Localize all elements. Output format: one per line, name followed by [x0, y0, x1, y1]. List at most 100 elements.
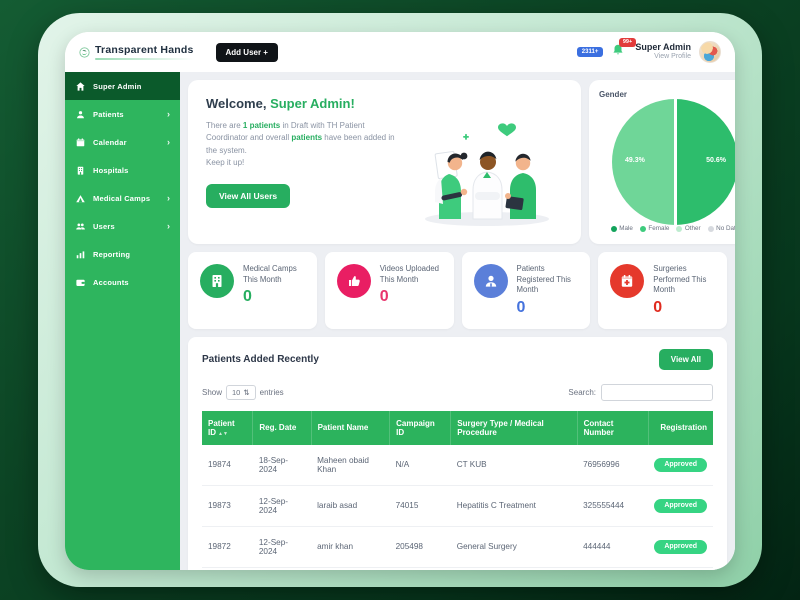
home-icon — [76, 81, 85, 91]
sidebar-item-patients[interactable]: Patients › — [65, 100, 180, 128]
notifications-count-badge: 99+ — [619, 37, 636, 47]
notifications-bell[interactable]: 99+ — [611, 37, 636, 62]
legend-label: Female — [648, 225, 670, 232]
sidebar-item-reporting[interactable]: Reporting — [65, 240, 180, 268]
stat-label: Medical Camps This Month — [243, 264, 297, 284]
legend-label: No Data — [716, 225, 735, 232]
thumbs-up-icon — [336, 264, 371, 298]
keep-it-up-text: Keep it up! — [206, 158, 245, 168]
patient-icon — [77, 110, 84, 118]
col-header-reg-date[interactable]: Reg. Date — [252, 410, 312, 445]
table-head-row: Patients Added Recently View All — [202, 348, 713, 370]
brand-logo: Transparent Hands — [79, 44, 194, 60]
sidebar-item-calendar[interactable]: Calendar › — [65, 128, 180, 156]
stat-card-patients-registered: Patients Registered This Month 0 — [461, 252, 591, 329]
stat-text: Medical Camps This Month 0 — [243, 264, 305, 317]
gender-pie-wrap: 49.3% 50.6% — [599, 98, 735, 226]
cell-campaign-id: 74015 — [389, 485, 451, 527]
status-badge-approved[interactable]: Approved — [654, 539, 707, 554]
stat-text: Surgeries Performed This Month 0 — [653, 264, 715, 317]
welcome-title-name: Super Admin! — [266, 96, 355, 111]
cell-patient-id: 19872 — [202, 526, 253, 568]
gender-chart-title: Gender — [599, 90, 628, 99]
sidebar-item-users[interactable]: Users › — [65, 212, 180, 240]
sidebar-label: Patients — [93, 109, 124, 119]
chevron-right-icon: › — [167, 221, 170, 231]
col-header-patient-id[interactable]: Patient ID ▲▼ — [202, 410, 254, 445]
add-user-button[interactable]: Add User + — [215, 42, 278, 62]
col-header-registration[interactable]: Registration — [648, 410, 713, 445]
table-controls: Show 10 ⇅ entries Search: — [202, 383, 713, 401]
sidebar-item-super-admin[interactable]: Super Admin — [65, 72, 180, 100]
legend-item-female[interactable]: Female — [639, 225, 670, 232]
legend-item-male[interactable]: Male — [610, 225, 633, 232]
col-header-surgery-type[interactable]: Surgery Type / Medical Procedure — [450, 410, 578, 445]
col-header-patient-name[interactable]: Patient Name — [311, 410, 391, 445]
cell-registration: Approved — [648, 526, 713, 568]
cell-contact-number: 76956996 — [577, 444, 649, 486]
users-icon — [76, 222, 85, 230]
sidebar-item-hospitals[interactable]: Hospitals — [65, 156, 180, 184]
table-row[interactable]: 19874 18-Sep-2024 Maheen obaid Khan N/A … — [202, 444, 713, 486]
card-body: Super Admin Patients › Calendar › Hospit… — [65, 72, 735, 570]
cell-patient-id: 19874 — [202, 444, 253, 486]
patients-table-card: Patients Added Recently View All Show 10… — [188, 336, 727, 570]
table-row[interactable]: 19873 12-Sep-2024 laraib asad 74015 Hepa… — [202, 485, 713, 527]
welcome-paragraph: There are 1 patients in Draft with TH Pa… — [206, 120, 406, 157]
cell-contact-number: 444444 — [577, 526, 649, 568]
table-title: Patients Added Recently — [202, 353, 319, 365]
legend-dot-no-data — [707, 225, 714, 232]
cell-reg-date: 12-Sep-2024 — [252, 485, 312, 527]
legend-item-other[interactable]: Other — [676, 225, 701, 232]
search-input[interactable] — [601, 383, 713, 401]
search-control: Search: — [568, 383, 713, 401]
welcome-text: in Draft with TH Patient Coordinator and… — [206, 121, 365, 143]
table-row[interactable]: 19872 12-Sep-2024 amir khan 205498 Gener… — [202, 526, 713, 568]
welcome-highlight: 1 patients — [242, 121, 281, 130]
welcome-row: Welcome, Super Admin! There are 1 patien… — [188, 80, 735, 244]
view-profile-link[interactable]: View Profile — [654, 53, 691, 61]
stat-card-videos-uploaded: Videos Uploaded This Month 0 — [324, 252, 454, 329]
col-header-campaign-id[interactable]: Campaign ID — [389, 410, 452, 445]
stat-value: 0 — [516, 298, 526, 316]
show-label: Show — [202, 387, 223, 397]
medical-team-illustration — [425, 123, 549, 226]
page-size-select[interactable]: 10 ⇅ — [226, 384, 256, 400]
calendar-icon — [76, 137, 85, 146]
cell-patient-id: 19873 — [202, 485, 253, 527]
messages-count-badge[interactable]: 2311+ — [576, 47, 604, 57]
user-name: Super Admin — [635, 42, 691, 52]
dashboard-window: Transparent Hands Add User + 2311+ 99+ S… — [65, 32, 735, 570]
user-avatar[interactable] — [699, 41, 721, 63]
legend-label: Other — [684, 225, 701, 232]
table-header: Patient ID ▲▼ Reg. Date Patient Name Camp… — [202, 410, 713, 445]
transparent-hands-logo-icon — [79, 46, 90, 58]
gender-pie-chart[interactable]: 49.3% 50.6% — [612, 98, 735, 226]
sidebar-label: Accounts — [93, 277, 129, 287]
cell-registration: Approved — [648, 485, 713, 527]
search-label: Search: — [568, 387, 596, 397]
cell-campaign-id: 205498 — [389, 526, 451, 568]
cell-reg-date: 18-Sep-2024 — [252, 444, 312, 486]
welcome-text: have been added in the system. — [206, 133, 395, 155]
view-all-users-button[interactable]: View All Users — [206, 183, 291, 208]
doctor-icon — [473, 264, 508, 298]
cell-reg-date: 12-Sep-2024 — [252, 526, 312, 568]
welcome-title: Welcome, Super Admin! — [206, 96, 411, 111]
page-size-value: 10 — [232, 387, 241, 397]
stat-value: 0 — [653, 298, 663, 316]
status-badge-approved[interactable]: Approved — [654, 498, 707, 513]
sidebar-item-medical-camps[interactable]: Medical Camps › — [65, 184, 180, 212]
user-menu[interactable]: Super Admin View Profile — [635, 42, 691, 62]
pie-label-male: 50.6% — [706, 157, 726, 164]
sidebar-item-accounts[interactable]: Accounts — [65, 268, 180, 296]
sidebar-label: Medical Camps — [93, 193, 151, 203]
status-badge-approved[interactable]: Approved — [654, 457, 707, 472]
gender-chart-card: Gender 49.3% 50.6% Male — [589, 80, 735, 244]
cell-contact-number: 325555444 — [577, 485, 649, 527]
brand-text-wrap: Transparent Hands — [95, 44, 194, 60]
legend-item-no-data[interactable]: No Data — [707, 225, 735, 232]
sidebar-label: Super Admin — [93, 81, 142, 91]
col-header-contact-number[interactable]: Contact Number — [577, 410, 649, 445]
view-all-button[interactable]: View All — [658, 348, 713, 370]
